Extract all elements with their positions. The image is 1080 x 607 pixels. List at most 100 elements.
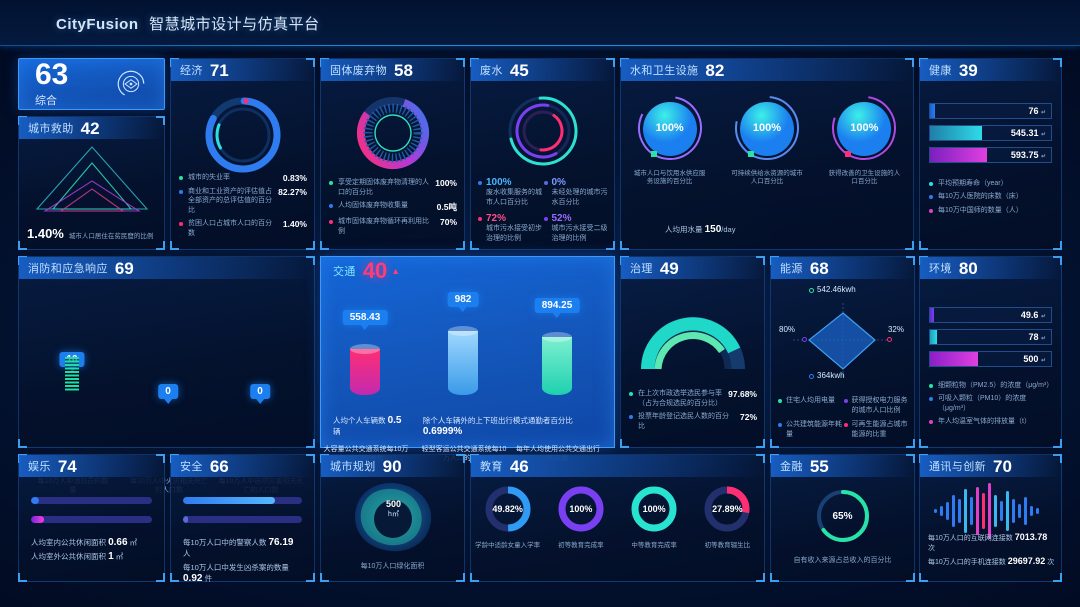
brand-name: CityFusion <box>56 16 139 33</box>
environment-bar-row: 49.6 ↵ <box>929 307 1052 323</box>
card-solid-waste-header: 固体废弃物 58 <box>321 59 464 81</box>
legend-label: 在上次市政选举选民参与率（占为合规选民的百分比） <box>638 390 722 407</box>
overall-score-label: 综合 <box>35 95 57 107</box>
card-safety[interactable]: 安全 66 每10万人口中的警察人数 76.19 人 每10万人口中发生凶杀案的… <box>170 454 315 584</box>
urban-planning-unit: h㎡ <box>388 511 399 518</box>
education-ring-value: 100% <box>642 504 666 514</box>
legend-dot-icon <box>329 204 333 209</box>
energy-dot-icon <box>802 337 807 342</box>
legend-item: 城市的失业率 0.83% <box>179 173 307 183</box>
energy-point-right: 32% <box>887 325 904 334</box>
energy-dot-icon <box>809 288 814 293</box>
water-footnote-value: 150 <box>704 224 722 235</box>
recreation-footnote-label: 人均室内公共休闲面积 <box>31 538 106 547</box>
card-traffic[interactable]: 交通 40 ▲ 558.43 大容量公共交通系统每10万人口的里程 982 轻型… <box>320 256 615 462</box>
card-traffic-title: 交通 <box>333 266 356 278</box>
telecom-footnote-unit: 次 <box>1047 559 1055 566</box>
card-urban-planning[interactable]: 城市规划 90 500 h㎡ 每10万人口绿化面积 <box>320 454 465 582</box>
health-bar-row: 593.75 ↵ <box>929 147 1052 163</box>
legend-item: 住宅人均用电量 <box>778 396 844 415</box>
legend-label: 贫困人口占城市人口的百分数 <box>188 220 272 237</box>
recreation-footnote: 人均室外公共休闲面积 1 ㎡ <box>31 551 152 562</box>
legend-item: 在上次市政选举选民参与率（占为合规选民的百分比） 97.68% <box>629 389 757 408</box>
stat-dot-icon <box>478 216 482 221</box>
card-telecom-title: 通讯与创新 <box>929 461 986 473</box>
card-education-title: 教育 <box>480 461 503 473</box>
legend-dot-icon <box>179 189 183 194</box>
card-environment[interactable]: 环境 80 49.6 ↵ 78 ↵ 500 ↵ 细颗粒物（PM2.5）的浓度（μ… <box>919 256 1062 448</box>
card-governance-header: 治理 49 <box>621 257 764 279</box>
card-governance-title: 治理 <box>630 263 653 275</box>
legend-value: 72% <box>739 412 757 423</box>
water-gauge-label: 获得改善的卫生设施的人口百分比 <box>828 170 901 186</box>
card-wastewater[interactable]: 废水 45 100% <box>470 58 615 250</box>
card-fire-emergency[interactable]: 消防和应急响应 69 10 每10万人中消防员的数量 0 每10万人中火灾相关死… <box>18 256 315 494</box>
education-ring-label: 学龄中适龄女童入学率 <box>475 542 541 549</box>
card-safety-score: 66 <box>209 456 229 476</box>
environment-bar-fill <box>930 352 979 366</box>
health-bar-fill <box>930 126 983 140</box>
legend-item: 商业和工业资产的评估值占全部资产的总评估值的百分比 82.27% <box>179 187 307 215</box>
traffic-footnote-label: 除个人车辆外的上下班出行模式通勤者百分比 <box>422 416 573 425</box>
energy-radar-chart <box>793 303 893 377</box>
card-water-title: 水和卫生设施 <box>630 65 699 77</box>
legend-dot-icon <box>629 415 633 420</box>
legend-label: 城市固体废弃物循环再利用比例 <box>338 218 429 235</box>
stat-dot-icon <box>543 180 548 185</box>
legend-dot-icon <box>179 222 183 227</box>
card-finance[interactable]: 金融 55 65% 自有收入来源占总收入的百分比 <box>770 454 915 582</box>
safety-footnote-label: 每10万人口中的警察人数 <box>183 538 267 547</box>
legend-dot-icon <box>843 423 848 428</box>
relief-caption: 城市人口居住在贫民窟的比例 <box>68 233 154 241</box>
card-fire-header: 消防和应急响应 69 <box>19 257 314 279</box>
stat-item: 100% 废水收集服务的城市人口百分比 <box>478 177 544 207</box>
card-environment-title: 环境 <box>929 263 952 275</box>
card-governance[interactable]: 治理 49 在上次市政选举选民参与率（占为合规选民的百分比） 97.68% <box>620 256 765 448</box>
fire-stat-value: 0 <box>250 384 270 404</box>
card-economy[interactable]: 经济 71 城市的失业率 0.83% <box>170 58 315 250</box>
legend-label: 住宅人均用电量 <box>786 397 835 405</box>
water-gauge: 100% 可持续供给水资源的城市人口百分比 <box>724 91 810 187</box>
water-sphere-icon <box>832 96 897 161</box>
card-governance-score: 49 <box>659 258 679 278</box>
card-wastewater-title: 废水 <box>480 65 503 77</box>
card-recreation-title: 娱乐 <box>28 461 51 473</box>
legend-label: 平均预期寿命（year） <box>938 180 1008 187</box>
recreation-footnote: 人均室内公共休闲面积 0.66 ㎡ <box>31 537 152 548</box>
card-education[interactable]: 教育 46 49.82% 学龄中适龄女童入学率 <box>470 454 765 582</box>
energy-dot-icon <box>809 374 814 379</box>
recreation-footnote-value: 1 <box>108 551 114 562</box>
legend-item: 人均固体废弃物收集量 0.5吨 <box>329 201 457 213</box>
legend-value: 0.5吨 <box>436 202 457 213</box>
card-traffic-header: 交通 40 ▲ <box>321 257 614 282</box>
legend-dot-icon <box>778 399 782 404</box>
water-gauge-label: 可持续供给水资源的城市人口百分比 <box>731 170 803 186</box>
card-energy[interactable]: 能源 68 542.46kwh 364kwh 80% 32% <box>770 256 915 448</box>
card-city-relief[interactable]: 城市救助 42 1.40% 城市人口居住在贫民窟的比例 <box>18 116 165 250</box>
safety-footnote: 每10万人口中的警察人数 76.19 人 <box>183 537 302 559</box>
stat-label: 城市污水接受二级治理的比例 <box>551 225 608 242</box>
water-gauge-value: 100% <box>850 122 879 134</box>
card-water-sanitation[interactable]: 水和卫生设施 82 100% <box>620 58 914 250</box>
recreation-bar <box>31 516 152 523</box>
card-urban-planning-header: 城市规划 90 <box>321 455 464 477</box>
finance-ring-value: 65% <box>832 510 853 522</box>
card-energy-header: 能源 68 <box>771 257 914 279</box>
relief-value: 1.40% <box>27 226 64 242</box>
card-wastewater-header: 废水 45 <box>471 59 614 81</box>
card-solid-waste[interactable]: 固体废弃物 58 <box>320 58 465 250</box>
legend-item: 每10万中国师的数量（人） <box>929 206 1052 215</box>
card-telecom-header: 通讯与创新 70 <box>920 455 1061 477</box>
legend-item: 投票年龄登记选民人数的百分比 72% <box>629 412 757 431</box>
card-recreation[interactable]: 娱乐 74 人均室内公共休闲面积 0.66 ㎡ 人均室外公共休闲面积 1 ㎡ <box>18 454 165 582</box>
card-health[interactable]: 健康 39 76 ↵ 545.31 ↵ 593.75 ↵ 平均预期寿命（year… <box>919 58 1062 250</box>
legend-label: 可吸入颗粒（PM10）的浓度（μg/m³） <box>938 395 1027 412</box>
health-bar-fill <box>930 104 935 118</box>
health-bar-value: 545.31 ↵ <box>1010 128 1046 138</box>
legend-dot-icon <box>929 208 933 213</box>
card-telecom-innovation[interactable]: 通讯与创新 70 <box>919 454 1062 582</box>
urban-planning-value: 500 <box>385 499 402 509</box>
card-overall-score[interactable]: 63 综合 <box>18 58 165 110</box>
card-fire-title: 消防和应急响应 <box>28 263 108 275</box>
telecom-footnote: 每10万人口的互联网连接数 7013.78 次 <box>928 532 1055 553</box>
